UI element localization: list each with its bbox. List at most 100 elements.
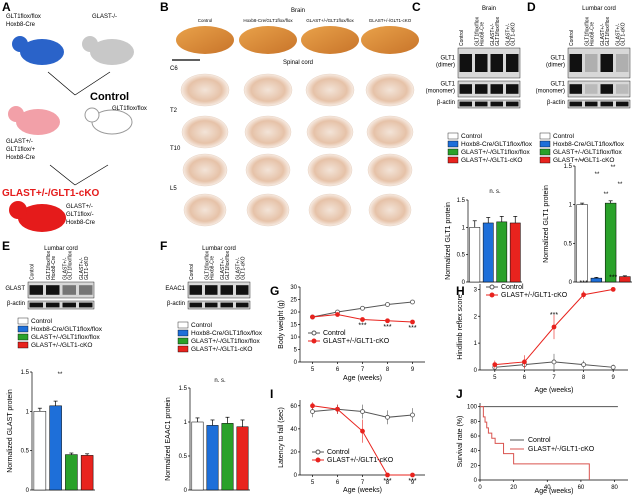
blot-title: Lumbar cord	[44, 246, 78, 252]
lane-label: GLT1flox/flox	[225, 250, 231, 280]
y-tick-label: 20	[470, 463, 477, 469]
legend-label: Control	[528, 437, 551, 444]
significance: ***	[580, 280, 588, 287]
y-tick-label: 1	[569, 203, 573, 209]
y-axis-label: Normalized GLAST protein	[7, 389, 14, 473]
bar	[236, 426, 249, 491]
point	[610, 364, 616, 370]
blot-band	[506, 84, 519, 94]
y-tick-label: 0	[184, 488, 188, 494]
bar	[619, 276, 631, 283]
y-tick-label: 1.5	[179, 386, 188, 392]
point	[360, 317, 365, 322]
y-tick-label: 30	[290, 285, 297, 291]
y-tick-label: 5	[294, 348, 298, 354]
significance: ***	[383, 324, 391, 331]
point	[581, 292, 586, 298]
bar	[33, 411, 47, 491]
blot-frame	[27, 281, 95, 299]
blot-frame	[567, 80, 631, 98]
blot-band	[506, 101, 519, 107]
point	[385, 472, 390, 478]
y-tick-label: 1.5	[564, 164, 573, 170]
y-tick-label: 15	[290, 323, 297, 329]
x-tick-label: 6	[336, 367, 340, 373]
level-label: T2	[170, 108, 178, 114]
x-tick-label: 60	[578, 485, 585, 491]
x-tick-label: 7	[552, 375, 556, 381]
spinal-section	[245, 153, 291, 187]
legend-swatch	[177, 345, 189, 353]
point	[310, 409, 315, 414]
blot-band	[459, 84, 472, 94]
y-tick-label: 0	[294, 360, 298, 366]
blot-frame	[187, 300, 251, 310]
legend-label: Hoxb8-Cre/GLT1flox/flox	[553, 141, 625, 148]
y-tick-label: 0	[474, 368, 478, 374]
significance: ***	[383, 478, 391, 485]
lane-label: GLT1flox/flox	[605, 16, 611, 46]
blot-band	[220, 285, 233, 295]
blot-band	[205, 285, 218, 295]
blot-band	[506, 54, 519, 72]
legend-swatch	[17, 341, 29, 349]
legend-label: GLAST+/-/GLT1flox/flox	[31, 334, 100, 341]
y-tick-label: 0.5	[179, 454, 188, 460]
legend-label: Control	[327, 449, 350, 456]
panel-label: E	[2, 239, 10, 253]
legend-swatch	[177, 321, 189, 329]
blot-band	[236, 302, 249, 308]
x-axis-label: Age (weeks)	[535, 488, 574, 495]
band-label: GLT1	[550, 56, 565, 62]
y-tick-label: 60	[470, 434, 477, 440]
legend-marker	[311, 338, 317, 344]
x-tick-label: 7	[361, 367, 365, 373]
legend-swatch	[447, 132, 459, 140]
significance: **	[580, 159, 585, 165]
blot-band	[585, 54, 598, 72]
band-label: GLT1	[440, 56, 455, 62]
legend-marker	[315, 457, 321, 463]
blot-title: Lumbar cord	[582, 6, 616, 12]
blot-band	[585, 84, 598, 94]
y-tick-label: 0.5	[564, 241, 573, 247]
lane-label: GLT1-cKO	[620, 22, 626, 46]
x-tick-label: 7	[361, 480, 365, 486]
point	[522, 359, 527, 365]
x-axis-label: Age (weeks)	[343, 487, 382, 494]
x-axis-label: Age (weeks)	[535, 387, 574, 394]
point	[610, 286, 616, 292]
lane-label: GLT1flox/flox	[495, 16, 501, 46]
genotype: GLAST-/-	[92, 14, 117, 20]
point	[310, 314, 315, 320]
blot-frame	[567, 99, 631, 109]
lane-label: GLT1-cKO	[84, 256, 90, 280]
legend-swatch	[539, 156, 551, 164]
x-tick-label: 5	[311, 480, 315, 486]
lane-label: GLT1flox/flox	[67, 250, 73, 280]
lane-label: GLAST+/-	[490, 23, 496, 46]
x-tick-label: 5	[493, 375, 497, 381]
legend-marker	[489, 292, 495, 298]
point	[360, 409, 365, 414]
genotype: GLT1flox/flox	[6, 14, 41, 20]
blot-band	[79, 302, 93, 308]
y-tick-label: 1.5	[21, 370, 30, 376]
y-tick-label: 0	[474, 478, 478, 484]
blot-frame	[457, 99, 521, 109]
level-label: L5	[170, 186, 177, 192]
x-tick-label: 9	[411, 367, 415, 373]
legend-label: GLAST+/-/GLT1flox/flox	[553, 149, 622, 156]
legend-swatch	[539, 132, 551, 140]
y-tick-label: 20	[290, 310, 297, 316]
y-tick-label: 10	[290, 335, 297, 341]
lane-label: Hoxb8-Cre	[479, 22, 485, 46]
y-axis-label: Normalized GLT1 protein	[445, 202, 452, 280]
band-label: GLT1	[550, 82, 565, 88]
spinal-section	[367, 153, 413, 187]
genotype: GLT1flox/-	[66, 212, 94, 218]
blot-frame	[187, 281, 251, 299]
blot-band	[585, 101, 598, 107]
blot-band	[616, 101, 629, 107]
x-tick-label: 40	[544, 485, 551, 491]
